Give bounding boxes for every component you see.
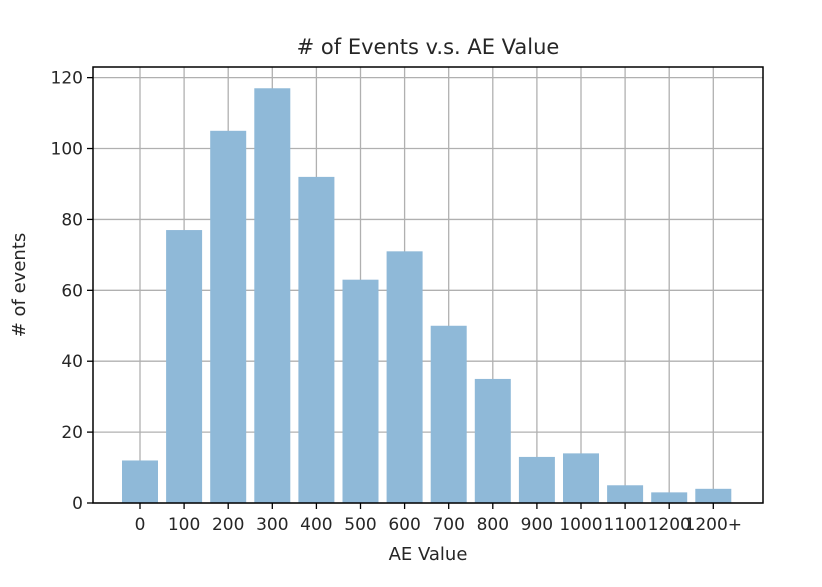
x-tick-label: 500 <box>344 515 376 535</box>
x-tick-label: 600 <box>388 515 420 535</box>
chart-title: # of Events v.s. AE Value <box>297 35 560 59</box>
x-tick-label: 900 <box>521 515 553 535</box>
bar-0 <box>122 460 158 503</box>
x-tick-label: 1000 <box>559 515 602 535</box>
bar-700 <box>430 325 467 503</box>
bar-1200+ <box>695 488 732 503</box>
x-tick-label: 1200+ <box>685 515 743 535</box>
y-tick-label: 0 <box>72 494 83 514</box>
x-tick-label: 200 <box>212 515 244 535</box>
y-tick-label: 40 <box>61 352 83 372</box>
x-tick-label: 1100 <box>603 515 646 535</box>
x-tick-label: 800 <box>477 515 509 535</box>
bar-400 <box>298 176 335 504</box>
bars <box>122 88 732 504</box>
y-tick-label: 60 <box>61 281 83 301</box>
x-tick-label: 400 <box>300 515 332 535</box>
bar-500 <box>342 279 379 503</box>
y-tick-label: 120 <box>51 69 83 89</box>
bar-100 <box>166 230 203 503</box>
x-axis-label: AE Value <box>389 544 468 565</box>
x-tick-label: 700 <box>432 515 464 535</box>
plot-frame <box>92 66 764 504</box>
y-tick-label: 20 <box>61 423 83 443</box>
bar-300 <box>254 88 291 503</box>
bar-1100 <box>607 485 644 503</box>
y-axis-label: # of events <box>9 233 30 338</box>
bar-900 <box>518 456 555 503</box>
bar-200 <box>210 130 247 503</box>
x-tick-label: 300 <box>256 515 288 535</box>
x-tick-label: 1200 <box>648 515 691 535</box>
y-tick-label: 100 <box>51 140 83 160</box>
x-tick-label: 100 <box>168 515 200 535</box>
bar-1200 <box>651 492 688 503</box>
bar-600 <box>386 251 423 503</box>
y-tick-label: 80 <box>61 210 83 230</box>
bar-800 <box>474 378 511 503</box>
x-tick-label: 0 <box>135 515 146 535</box>
bar-1000 <box>563 453 599 503</box>
